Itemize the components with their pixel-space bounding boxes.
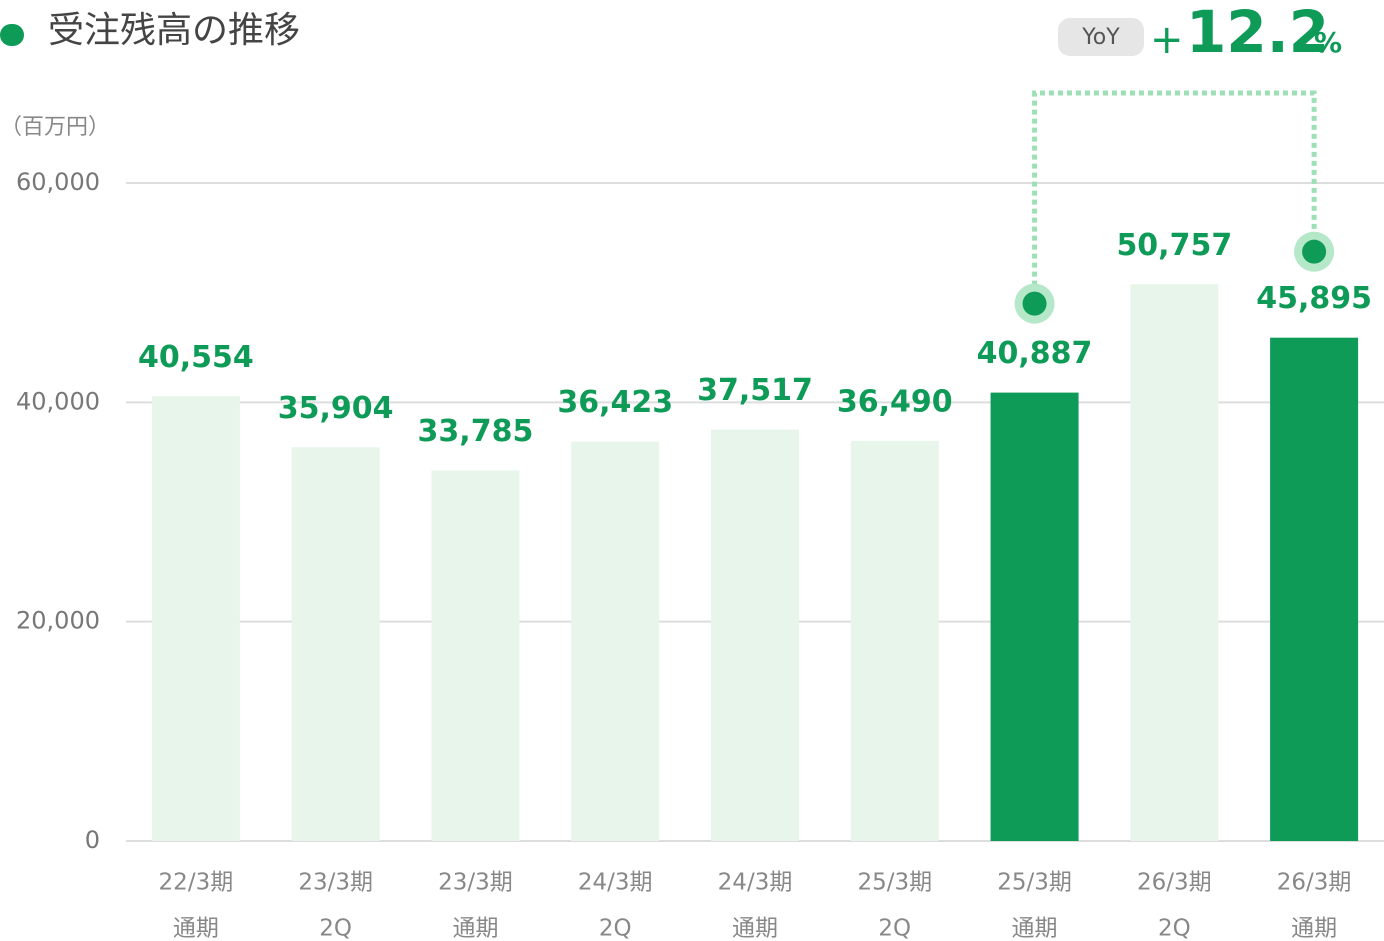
yoy-dot [1022,291,1047,316]
x-tick-label: 22/3期 [159,870,234,896]
value-label: 40,554 [138,340,254,375]
yoy-sign: + [1150,17,1184,63]
chart-title: 受注残高の推移 [48,10,300,51]
bar [431,470,520,841]
x-tick-label: 2Q [1158,916,1191,941]
value-label: 35,904 [278,391,394,426]
yoy-value: 12.2 [1186,0,1329,66]
y-tick-label: 20,000 [16,607,100,635]
x-tick-label: 26/3期 [1137,870,1212,896]
x-tick-label: 24/3期 [718,870,793,896]
x-tick-label: 2Q [319,916,352,941]
x-tick-label: 23/3期 [298,870,373,896]
bar [1130,284,1219,842]
x-tick-label: 通期 [1291,916,1337,941]
x-tick-label: 24/3期 [578,870,653,896]
value-label: 40,887 [977,336,1093,371]
y-tick-label: 40,000 [16,387,100,415]
bar [151,396,240,841]
x-tick-label: 25/3期 [997,870,1072,896]
x-tick-label: 通期 [452,916,498,941]
value-label: 33,785 [418,414,534,449]
title-marker [0,24,24,46]
bar [711,429,799,841]
x-tick-label: 2Q [599,916,632,941]
bar [850,440,939,841]
x-tick-label: 通期 [732,916,778,941]
yoy-badge-text: YoY [1081,25,1120,50]
bar [291,447,380,841]
value-label: 45,895 [1256,281,1372,316]
y-tick-label: 0 [85,826,100,854]
x-tick-label: 通期 [173,916,219,941]
bar [1270,337,1359,841]
unit-label: （百万円） [0,115,110,140]
x-tick-label: 25/3期 [857,870,932,896]
x-tick-label: 26/3期 [1277,870,1352,896]
yoy-unit: % [1314,26,1342,59]
bar [571,441,660,841]
x-tick-label: 通期 [1012,916,1058,941]
bar [990,392,1079,841]
value-label: 36,490 [837,384,953,419]
yoy-dot [1302,239,1327,264]
value-label: 36,423 [557,385,673,420]
x-tick-label: 2Q [878,916,911,941]
value-label: 37,517 [697,373,813,408]
yoy-bracket [1032,90,1317,304]
y-tick-label: 60,000 [16,168,100,196]
value-label: 50,757 [1116,228,1232,263]
yoy-badge [1058,18,1144,56]
x-tick-label: 23/3期 [438,870,513,896]
